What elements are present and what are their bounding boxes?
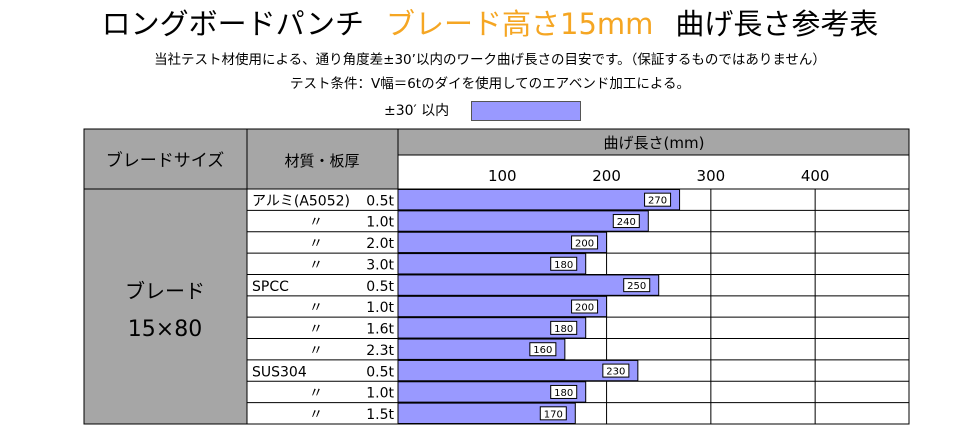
value-label: 180 (554, 388, 573, 399)
value-label: 240 (617, 217, 636, 228)
value-label: 270 (648, 196, 667, 207)
header-length-cell (397, 128, 910, 156)
bar (397, 189, 681, 211)
value-label-box (571, 299, 599, 314)
value-label: 180 (554, 260, 573, 271)
value-label: 160 (533, 345, 552, 356)
value-label-box (623, 278, 651, 293)
value-label: 180 (554, 324, 573, 335)
thickness-label: 0.5t (366, 279, 394, 295)
material-label: 〃 (309, 257, 323, 273)
value-label: 230 (606, 367, 625, 378)
header-material-cell (246, 128, 399, 190)
value-label: 250 (627, 281, 646, 292)
thickness-label: 1.0t (366, 386, 394, 402)
header-blade-label: ブレードサイズ (106, 150, 225, 171)
value-label-box (529, 342, 557, 357)
thickness-label: 1.0t (366, 215, 394, 231)
material-label: 〃 (309, 215, 323, 231)
material-label: 〃 (309, 343, 323, 359)
value-label: 200 (575, 238, 594, 249)
header-blade-cell (83, 128, 248, 190)
material-label: 〃 (309, 322, 323, 338)
thickness-label: 2.3t (366, 343, 394, 359)
material-label: アルミ(A5052) (252, 193, 350, 209)
title-suffix: 曲げ長さ参考表 (675, 7, 879, 41)
bar (397, 295, 608, 318)
value-label-box (550, 256, 578, 271)
header-length-label: 曲げ長さ(mm) (604, 134, 705, 152)
bar (397, 381, 587, 403)
bar (397, 317, 587, 339)
value-label-box (550, 320, 578, 335)
bar (397, 231, 608, 254)
thickness-label: 3.0t (366, 257, 394, 273)
subtitle-test-conditions: テスト条件：V幅＝6tのダイを使用してのエアベンド加工による。 (289, 76, 691, 92)
material-label: SUS304 (252, 364, 307, 380)
bar (397, 402, 576, 424)
value-label-box (571, 235, 599, 250)
thickness-label: 0.5t (366, 193, 394, 209)
bar (397, 253, 587, 275)
bar (397, 338, 566, 360)
value-label: 170 (544, 409, 563, 420)
title-accent: ブレード高さ15mm (386, 7, 654, 41)
value-label-box (602, 363, 630, 378)
value-label: 200 (575, 303, 594, 314)
blade-cell (83, 188, 248, 425)
value-label-box (644, 192, 672, 207)
material-label: 〃 (309, 300, 323, 316)
material-label: 〃 (309, 236, 323, 252)
material-label: 〃 (309, 407, 323, 423)
subtitle-disclaimer: 当社テスト材使用による、通り角度差±30’以内のワーク曲げ長さの目安です。（保証… (154, 52, 826, 68)
x-tick-label: 200 (592, 167, 621, 185)
title-main: ロングボードパンチ (101, 7, 365, 41)
material-label: SPCC (252, 279, 289, 295)
blade-size-line2: 15×80 (128, 317, 202, 342)
bar (397, 274, 660, 296)
value-label-box (612, 214, 640, 229)
thickness-label: 1.6t (366, 322, 394, 338)
tick-row (397, 154, 910, 190)
x-tick-label: 300 (697, 167, 726, 185)
bar (397, 359, 639, 382)
x-tick-label: 400 (801, 167, 830, 185)
header-material-label: 材質・板厚 (284, 152, 359, 170)
blade-size-line1: ブレード (125, 279, 205, 303)
thickness-label: 1.5t (366, 407, 394, 423)
thickness-label: 1.0t (366, 300, 394, 316)
thickness-label: 2.0t (366, 236, 394, 252)
material-column (246, 188, 399, 425)
legend-label: ±30′ 以内 (384, 103, 450, 119)
x-tick-label: 100 (488, 167, 517, 185)
material-label: 〃 (309, 386, 323, 402)
thickness-label: 0.5t (366, 364, 394, 380)
value-label-box (550, 384, 578, 399)
legend-swatch (471, 101, 581, 121)
page-title: ロングボードパンチ ブレード高さ15mm 曲げ長さ参考表 (0, 4, 980, 44)
bar (397, 210, 649, 232)
value-label-box (539, 406, 567, 421)
